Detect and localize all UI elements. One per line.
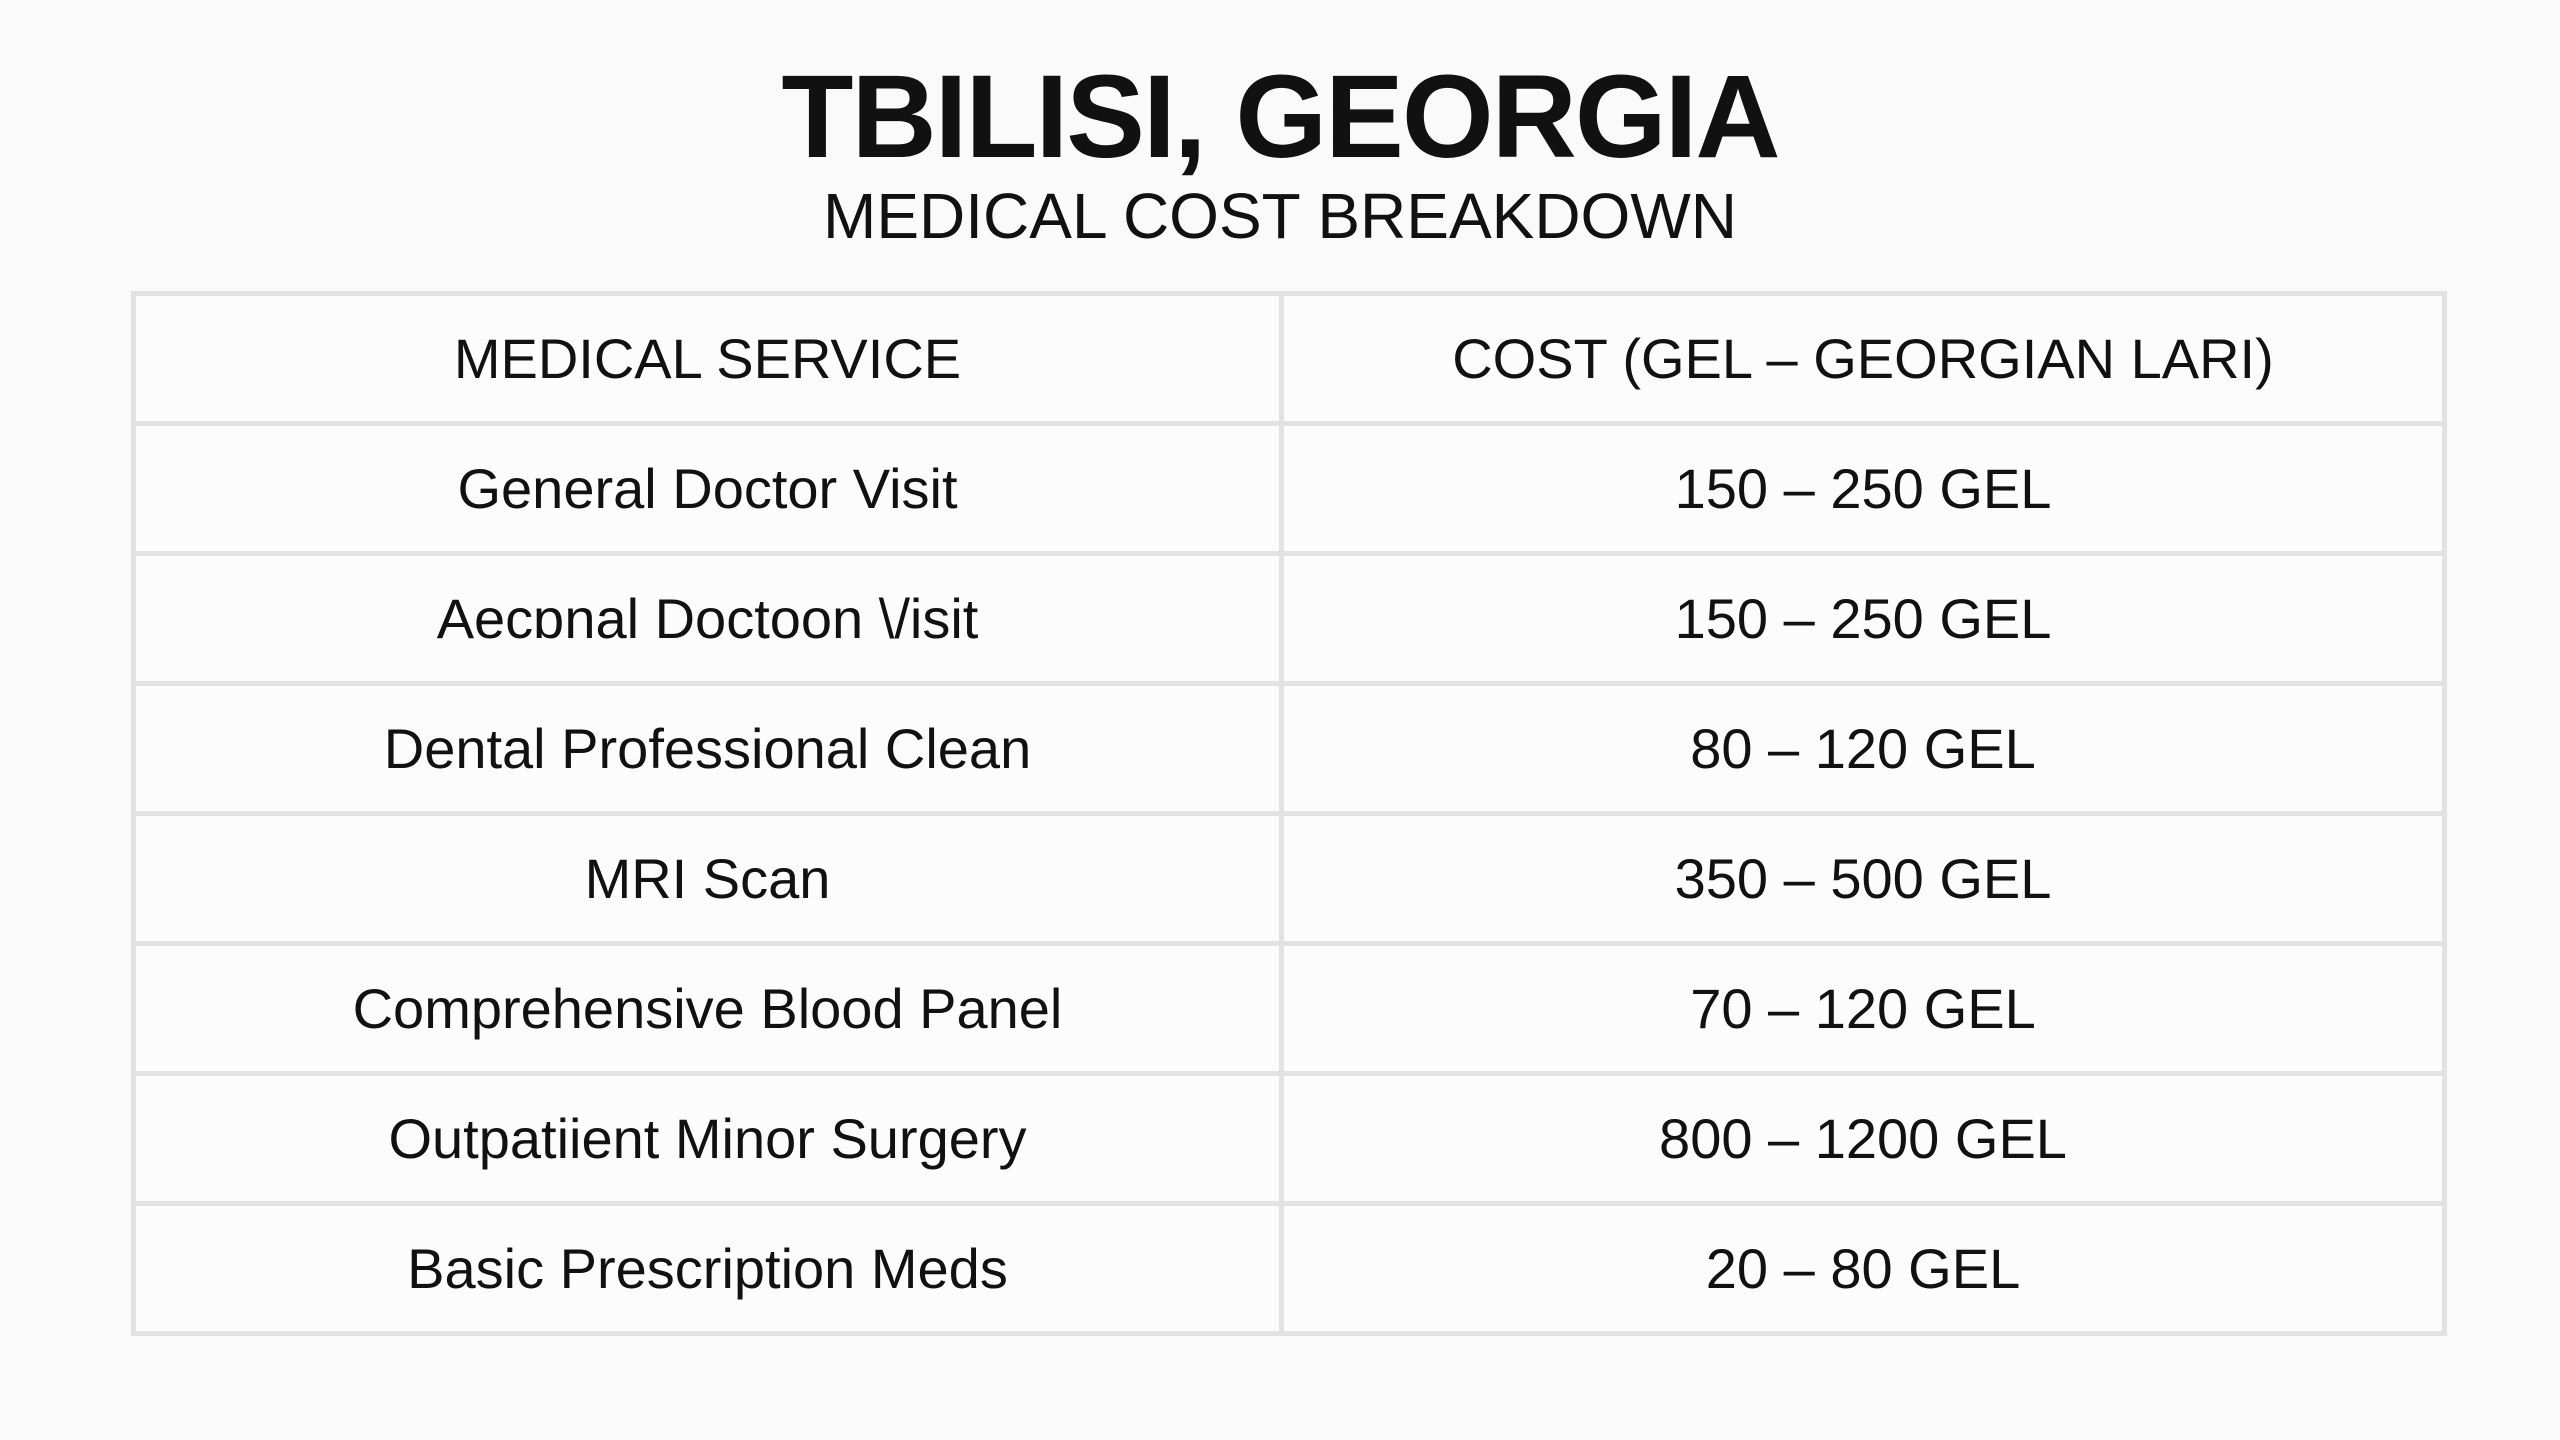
table-row: Aecɒnal Doctoon \/isit 150 – 250 GEL: [131, 551, 2447, 686]
cost-cell: 20 – 80 GEL: [1279, 1201, 2447, 1336]
column-header: MEDICAL SERVICE: [131, 291, 1284, 426]
table-row: Basic Prescription Meds 20 – 80 GEL: [131, 1201, 2447, 1336]
table-row: MRI Scan 350 – 500 GEL: [131, 811, 2447, 946]
service-cell: Comprehensive Blood Panel: [131, 941, 1284, 1076]
title: TBILISI, GEORGIA: [781, 51, 1780, 183]
service-cell: Aecɒnal Doctoon \/isit: [131, 551, 1284, 686]
cost-cell: 150 – 250 GEL: [1279, 551, 2447, 686]
cost-cell: 800 – 1200 GEL: [1279, 1071, 2447, 1206]
table-row: Comprehensive Blood Panel 70 – 120 GEL: [131, 941, 2447, 1076]
column-header: COST (GEL – GEORGIAN LARI): [1279, 291, 2447, 426]
service-cell: Dental Professional Clean: [131, 681, 1284, 816]
table-row: Dental Professional Clean 80 – 120 GEL: [131, 681, 2447, 816]
cost-cell: 350 – 500 GEL: [1279, 811, 2447, 946]
header-row: MEDICAL SERVICE COST (GEL – GEORGIAN LARI…: [131, 291, 2447, 426]
cost-cell: 80 – 120 GEL: [1279, 681, 2447, 816]
table-row: Outpatiient Minor Surgery 800 – 1200 GEL: [131, 1071, 2447, 1206]
service-cell: Outpatiient Minor Surgery: [131, 1071, 1284, 1206]
cost-cell: 70 – 120 GEL: [1279, 941, 2447, 1076]
cost-table: MEDICAL SERVICE COST (GEL – GEORGIAN LARI…: [131, 291, 2447, 1336]
service-cell: MRI Scan: [131, 811, 1284, 946]
cost-cell: 150 – 250 GEL: [1279, 421, 2447, 556]
service-cell: Basic Prescription Meds: [131, 1201, 1284, 1336]
table-row: General Doctor Visit 150 – 250 GEL: [131, 421, 2447, 556]
service-cell: General Doctor Visit: [131, 421, 1284, 556]
subtitle: MEDICAL COST BREAKDOWN: [823, 180, 1737, 252]
